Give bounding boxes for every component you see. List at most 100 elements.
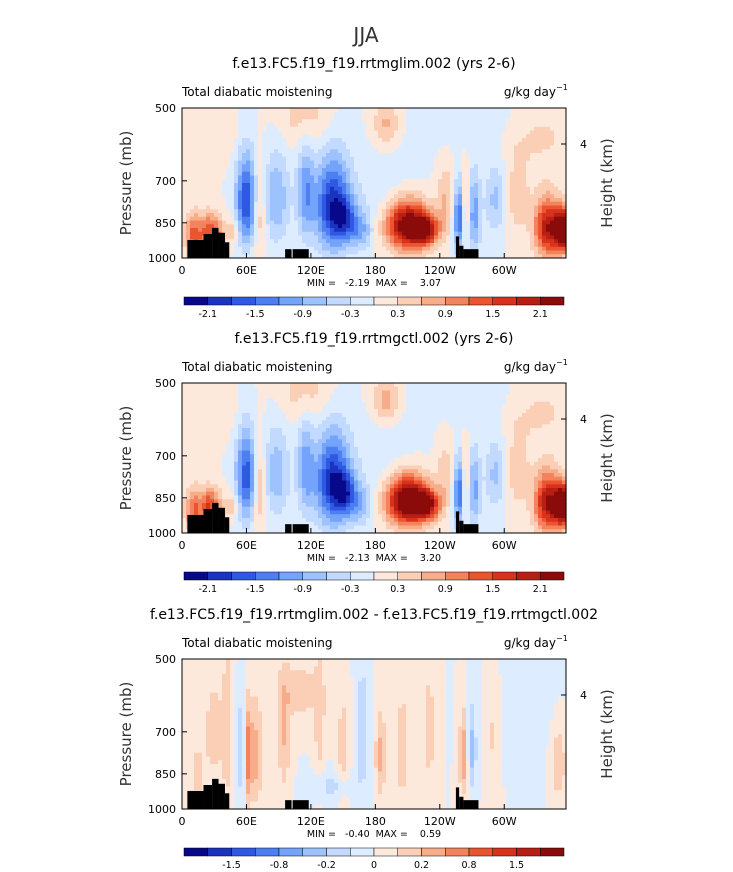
heatmap-cell: [554, 205, 559, 210]
heatmap-cell: [314, 235, 319, 240]
heatmap-cell: [434, 216, 439, 222]
heatmap-cell: [474, 383, 479, 388]
heatmap-cell: [186, 145, 191, 150]
heatmap-cell: [522, 205, 527, 210]
heatmap-cell: [354, 243, 359, 248]
heatmap-cell: [538, 205, 543, 210]
heatmap-cell: [502, 171, 507, 177]
heatmap-cell: [330, 216, 335, 222]
heatmap-cell: [410, 138, 415, 143]
heatmap-cell: [386, 198, 391, 203]
heatmap-cell: [262, 224, 267, 229]
heatmap-cell: [318, 394, 323, 399]
y-tick-label: 1000: [148, 252, 176, 265]
heatmap-cell: [394, 134, 399, 139]
heatmap-cell: [466, 115, 471, 120]
heatmap-cell: [458, 164, 463, 169]
heatmap-cell: [354, 141, 359, 147]
heatmap-cell: [446, 130, 451, 135]
heatmap-cell: [410, 409, 415, 414]
heatmap-cell: [382, 141, 387, 147]
heatmap-cell: [322, 179, 327, 184]
heatmap-cell: [394, 126, 399, 132]
heatmap-cell: [302, 164, 307, 169]
heatmap-cell: [386, 123, 391, 128]
heatmap-cell: [534, 164, 539, 169]
heatmap-cell: [294, 123, 299, 128]
heatmap-cell: [458, 383, 463, 388]
heatmap-cell: [562, 115, 567, 120]
heatmap-cell: [410, 243, 415, 248]
heatmap-cell: [346, 231, 351, 237]
heatmap-cell: [402, 213, 407, 218]
heatmap-cell: [418, 228, 423, 233]
heatmap-cell: [282, 160, 287, 165]
heatmap-cell: [202, 213, 207, 218]
heatmap-cell: [338, 153, 343, 158]
heatmap-cell: [250, 413, 255, 418]
heatmap-cell: [210, 145, 215, 150]
heatmap-cell: [330, 108, 335, 113]
heatmap-cell: [230, 409, 235, 414]
heatmap-cell: [514, 394, 519, 399]
heatmap-cell: [306, 383, 311, 388]
heatmap-cell: [486, 413, 491, 418]
heatmap-cell: [230, 228, 235, 233]
heatmap-cell: [302, 183, 307, 188]
heatmap-cell: [530, 386, 535, 392]
colorbar-swatch: [445, 296, 470, 306]
heatmap-cell: [190, 201, 195, 207]
heatmap-cell: [242, 186, 247, 192]
heatmap-cell: [382, 250, 387, 255]
heatmap-cell: [534, 160, 539, 165]
heatmap-cell: [350, 228, 355, 233]
heatmap-cell: [318, 141, 323, 147]
heatmap-cell: [298, 224, 303, 229]
heatmap-cell: [406, 186, 411, 192]
heatmap-cell: [278, 198, 283, 203]
heatmap-cell: [406, 175, 411, 180]
heatmap-cell: [414, 198, 419, 203]
heatmap-cell: [210, 409, 215, 414]
heatmap-cell: [190, 416, 195, 422]
heatmap-cell: [358, 138, 363, 143]
heatmap-cell: [514, 168, 519, 173]
heatmap-cell: [278, 231, 283, 237]
heatmap-cell: [558, 401, 563, 407]
heatmap-cell: [334, 401, 339, 407]
heatmap-cell: [206, 108, 211, 113]
heatmap-cell: [334, 194, 339, 199]
heatmap-cell: [490, 138, 495, 143]
heatmap-cell: [406, 401, 411, 407]
heatmap-cell: [246, 171, 251, 177]
heatmap-cell: [262, 179, 267, 184]
heatmap-cell: [378, 126, 383, 132]
heatmap-cell: [234, 186, 239, 192]
heatmap-cell: [194, 126, 199, 132]
heatmap-cell: [258, 383, 263, 388]
heatmap-cell: [494, 413, 499, 418]
heatmap-cell: [518, 220, 523, 225]
heatmap-cell: [450, 231, 455, 237]
heatmap-cell: [494, 416, 499, 422]
heatmap-cell: [250, 250, 255, 255]
heatmap-cell: [282, 179, 287, 184]
heatmap-cell: [546, 394, 551, 399]
heatmap-cell: [390, 168, 395, 173]
heatmap-cell: [526, 228, 531, 233]
heatmap-cell: [242, 409, 247, 414]
heatmap-cell: [490, 168, 495, 173]
heatmap-cell: [394, 405, 399, 410]
heatmap-cell: [262, 115, 267, 120]
heatmap-cell: [350, 401, 355, 407]
heatmap-cell: [486, 134, 491, 139]
heatmap-cell: [454, 228, 459, 233]
heatmap-cell: [498, 149, 503, 154]
heatmap-cell: [190, 119, 195, 124]
heatmap-cell: [310, 156, 315, 162]
heatmap-cell: [378, 164, 383, 169]
heatmap-cell: [318, 186, 323, 192]
heatmap-cell: [362, 213, 367, 218]
heatmap-cell: [302, 134, 307, 139]
heatmap-cell: [334, 186, 339, 192]
